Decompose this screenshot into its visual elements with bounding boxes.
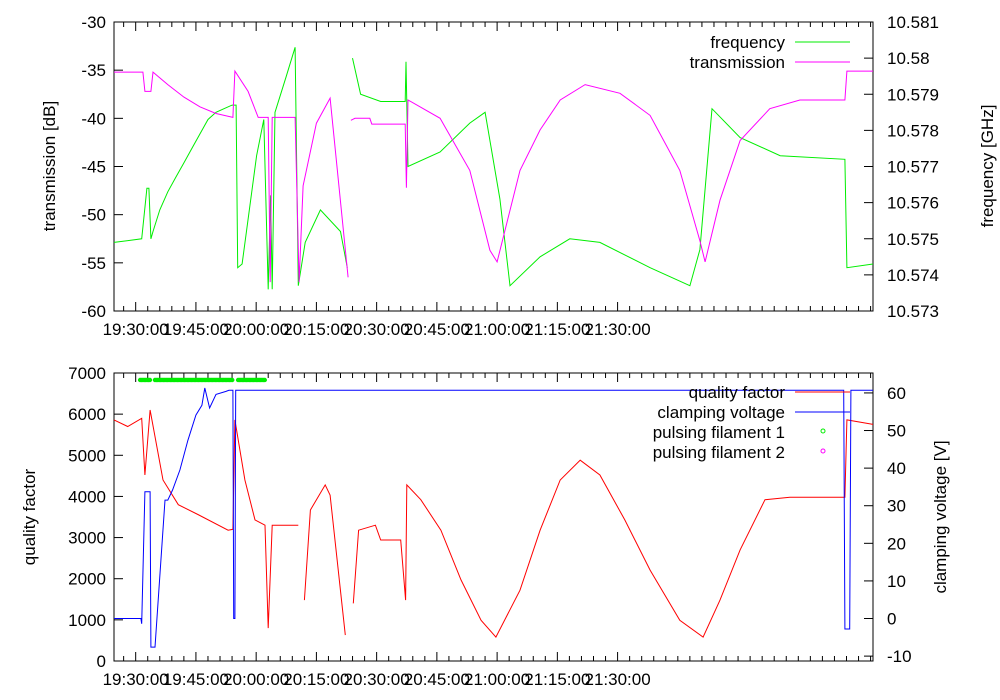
bottom-x-tick-label: 20:45:00 <box>404 670 470 689</box>
clamping-voltage-line <box>114 387 873 648</box>
bottom-plot: 19:30:0019:45:0020:00:0020:15:0020:30:00… <box>20 364 950 689</box>
bottom-x-tick-label: 19:30:00 <box>103 670 169 689</box>
bottom-y-tick-label: 2000 <box>68 570 106 589</box>
quality-factor-line <box>303 483 346 636</box>
top-y-tick-label: -60 <box>81 302 106 321</box>
top-x-tick-label: 20:30:00 <box>344 320 410 339</box>
bottom-y2-tick-label: -10 <box>887 647 912 666</box>
bottom-y-tick-label: 4000 <box>68 487 106 506</box>
top-x-tick-label: 20:00:00 <box>223 320 289 339</box>
bottom-y2-tick-label: 30 <box>887 497 906 516</box>
bottom-series <box>113 377 874 648</box>
top-y2-tick-label: 10.576 <box>887 194 939 213</box>
top-y2-tick-label: 10.574 <box>887 266 939 285</box>
bottom-ylabel: quality factor <box>20 468 39 565</box>
frequency-line <box>113 47 348 290</box>
quality-factor-line <box>352 419 874 638</box>
top-y-tick-label: -30 <box>81 13 106 32</box>
bottom-y2label: clamping voltage [V] <box>931 440 950 593</box>
bottom-y-tick-label: 0 <box>97 652 106 671</box>
top-legend: frequency transmission <box>690 33 850 72</box>
bottom-y-tick-label: 1000 <box>68 611 106 630</box>
top-y2-tick-label: 10.573 <box>887 302 939 321</box>
top-series <box>113 47 874 290</box>
quality-factor-line <box>113 409 299 629</box>
frequency-line <box>352 57 874 287</box>
legend-clamping-voltage-label: clamping voltage <box>657 403 785 422</box>
top-x-tick-label: 21:15:00 <box>524 320 590 339</box>
legend-quality-factor-label: quality factor <box>689 383 786 402</box>
top-x-tick-label: 21:30:00 <box>584 320 650 339</box>
top-y2-tick-label: 10.578 <box>887 121 939 140</box>
top-x-tick-label: 21:00:00 <box>464 320 530 339</box>
top-plot: 19:30:0019:45:0020:00:0020:15:0020:30:00… <box>40 13 997 339</box>
bottom-y2-tick-label: 50 <box>887 422 906 441</box>
bottom-x-tick-label: 20:15:00 <box>283 670 349 689</box>
bottom-x-tick-label: 20:00:00 <box>223 670 289 689</box>
transmission-line <box>350 70 873 264</box>
bottom-legend: quality factor clamping voltage pulsing … <box>653 383 850 462</box>
bottom-y2-tick-label: 40 <box>887 459 906 478</box>
bottom-plot-frame <box>113 372 874 662</box>
bottom-y2-tick-label: 60 <box>887 384 906 403</box>
pulsing-filament-1-point <box>147 377 153 383</box>
top-y2-tick-label: 10.577 <box>887 158 939 177</box>
top-x-tick-label: 19:30:00 <box>103 320 169 339</box>
legend-pulsing-filament-2-label: pulsing filament 2 <box>653 443 785 462</box>
top-ylabel: transmission [dB] <box>40 101 59 231</box>
bottom-y-tick-label: 5000 <box>68 446 106 465</box>
top-y2-tick-label: 10.579 <box>887 85 939 104</box>
bottom-y-tick-label: 6000 <box>68 405 106 424</box>
top-y2-tick-label: 10.575 <box>887 230 939 249</box>
bottom-axes: 19:30:0019:45:0020:00:0020:15:0020:30:00… <box>68 364 911 689</box>
bottom-x-tick-label: 21:00:00 <box>464 670 530 689</box>
bottom-x-tick-label: 19:45:00 <box>163 670 229 689</box>
top-y2-tick-label: 10.581 <box>887 13 939 32</box>
bottom-y2-tick-label: 10 <box>887 572 906 591</box>
pulsing-filament-1-point <box>262 377 267 383</box>
top-y-tick-label: -55 <box>81 254 106 273</box>
bottom-y2-tick-label: 20 <box>887 534 906 553</box>
legend-pulsing-filament-1-marker <box>820 428 826 434</box>
legend-pulsing-filament-1-label: pulsing filament 1 <box>653 423 785 442</box>
bottom-y-tick-label: 7000 <box>68 364 106 383</box>
top-y2label: frequency [GHz] <box>978 105 997 228</box>
transmission-line <box>114 69 349 283</box>
bottom-y2-tick-label: 0 <box>887 610 896 629</box>
pulsing-filament-1-point <box>230 377 235 383</box>
top-y-tick-label: -40 <box>81 109 106 128</box>
top-y2-tick-label: 10.58 <box>887 49 930 68</box>
bottom-x-tick-label: 21:30:00 <box>584 670 650 689</box>
top-x-tick-label: 20:15:00 <box>283 320 349 339</box>
top-x-tick-label: 20:45:00 <box>404 320 470 339</box>
top-x-tick-label: 19:45:00 <box>163 320 229 339</box>
legend-frequency-label: frequency <box>710 33 785 52</box>
top-y-tick-label: -50 <box>81 206 106 225</box>
bottom-x-tick-label: 21:15:00 <box>524 670 590 689</box>
top-axes: 19:30:0019:45:0020:00:0020:15:0020:30:00… <box>81 13 939 339</box>
legend-transmission-label: transmission <box>690 53 785 72</box>
top-y-tick-label: -35 <box>81 61 106 80</box>
bottom-y-tick-label: 3000 <box>68 529 106 548</box>
bottom-x-tick-label: 20:30:00 <box>344 670 410 689</box>
top-y-tick-label: -45 <box>81 158 106 177</box>
legend-pulsing-filament-2-marker <box>820 448 826 454</box>
